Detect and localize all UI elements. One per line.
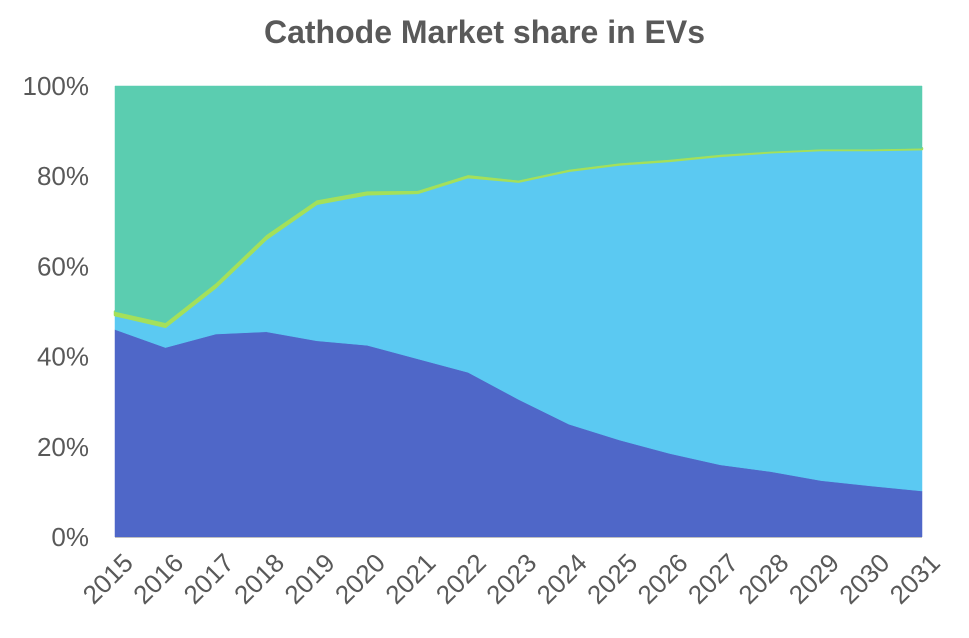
x-tick-label: 2028 [732,548,794,610]
x-tick-label: 2023 [480,548,542,610]
y-tick-label: 40% [37,342,89,372]
x-tick-label: 2024 [531,548,593,610]
x-tick-label: 2015 [77,548,139,610]
x-tick-label: 2017 [178,548,240,610]
x-tick-label: 2018 [228,548,290,610]
x-tick-label: 2026 [632,548,694,610]
x-tick-label: 2025 [581,548,643,610]
x-tick-label: 2027 [682,548,744,610]
chart-title: Cathode Market share in EVs [263,14,706,50]
x-tick-label: 2021 [379,548,441,610]
x-tick-label: 2016 [127,548,189,610]
y-tick-label: 100% [23,71,90,101]
x-tick-label: 2030 [833,548,895,610]
area-series-4 [114,85,923,324]
x-tick-label: 2022 [430,548,492,610]
x-tick-label: 2019 [278,548,340,610]
area-layer [113,85,924,538]
x-tick-label: 2029 [783,548,845,610]
x-axis-ticks: 2015201620172018201920202021202220232024… [77,548,946,610]
y-tick-label: 80% [37,161,89,191]
y-axis-ticks: 0% 20% 40% 60% 80% 100% [23,71,90,552]
x-tick-label: 2031 [884,548,946,610]
x-tick-label: 2020 [329,548,391,610]
y-tick-label: 20% [37,432,89,462]
y-tick-label: 0% [51,522,89,552]
y-tick-label: 60% [37,251,89,281]
